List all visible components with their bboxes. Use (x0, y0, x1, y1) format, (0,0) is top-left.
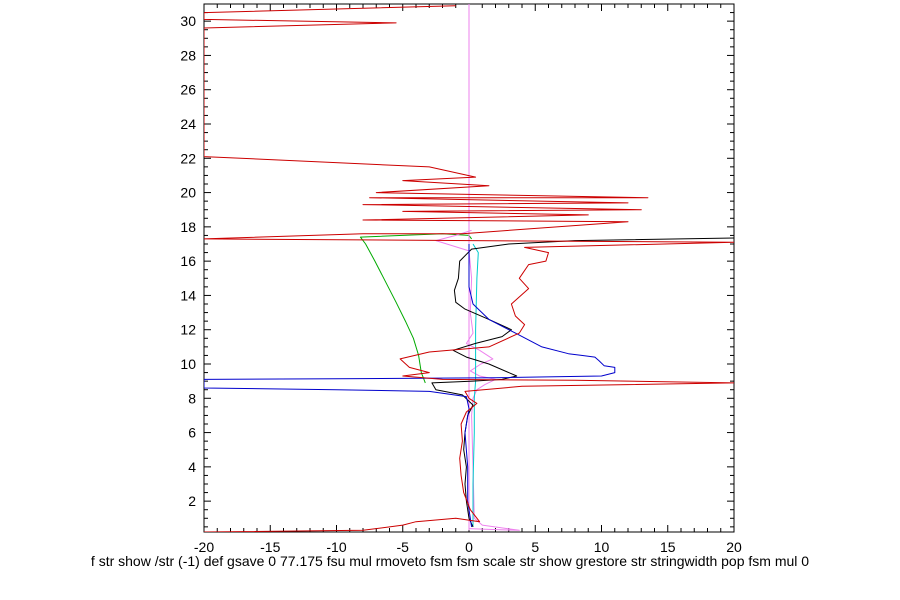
x-tick-label: 5 (531, 539, 539, 555)
series-line-5 (431, 237, 734, 528)
x-tick-label: -10 (326, 539, 346, 555)
series-layer (204, 4, 734, 532)
x-tick-label: 20 (726, 539, 742, 555)
series-line-7 (204, 5, 734, 532)
x-tick-label: 10 (594, 539, 610, 555)
y-tick-label: 28 (180, 47, 196, 63)
footer-text: f str show /str (-1) def gsave 0 77.175 … (90, 553, 810, 569)
y-tick-label: 26 (180, 82, 196, 98)
x-tick-label: 0 (465, 539, 473, 555)
y-tick-label: 30 (180, 13, 196, 29)
series-line-3 (435, 229, 520, 531)
x-tick-label: 15 (660, 539, 676, 555)
x-tick-label: -15 (260, 539, 280, 555)
y-tick-label: 14 (180, 287, 196, 303)
tick-labels: -20 -15 -10 -5 0 5 10 15 20246810121416182022242… (180, 13, 742, 555)
series-line-6 (204, 244, 616, 527)
y-tick-label: 6 (188, 425, 196, 441)
y-tick-label: 18 (180, 219, 196, 235)
y-tick-label: 4 (188, 459, 196, 475)
y-tick-label: 22 (180, 150, 196, 166)
y-tick-label: 24 (180, 116, 196, 132)
y-tick-label: 2 (188, 493, 196, 509)
y-tick-label: 20 (180, 185, 196, 201)
y-tick-label: 10 (180, 356, 196, 372)
y-tick-label: 12 (180, 322, 196, 338)
y-tick-label: 8 (188, 390, 196, 406)
x-tick-label: -5 (397, 539, 410, 555)
y-tick-label: 16 (180, 253, 196, 269)
x-tick-label: -20 (194, 539, 214, 555)
